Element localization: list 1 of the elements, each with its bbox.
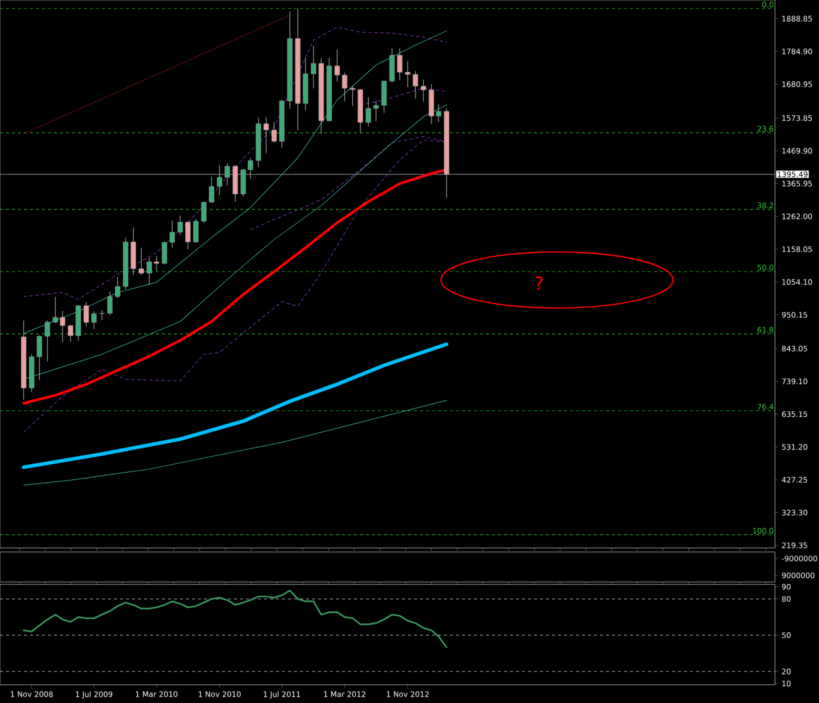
annotation: ?: [536, 276, 543, 290]
